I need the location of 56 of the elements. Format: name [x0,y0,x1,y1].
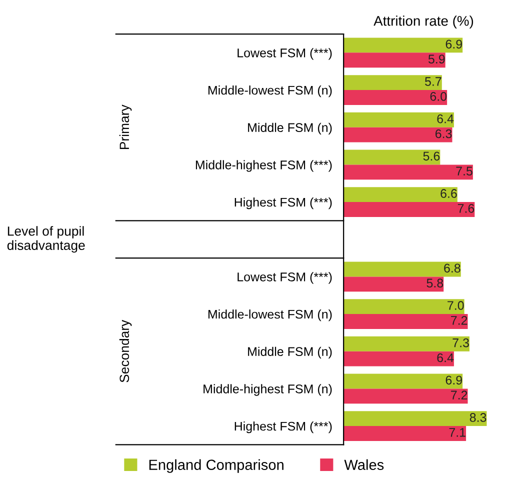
legend-label: Wales [344,459,384,470]
y-tick-label: Middle-lowest FSM (n) [208,85,332,98]
data-label: 6.0 [430,92,447,101]
data-label: 5.8 [426,278,444,288]
bar [344,262,461,277]
bar [344,388,468,404]
text: Secondary [119,320,132,382]
bar [344,336,470,352]
y-tick-label: Middle FSM (n) [248,346,332,358]
bar [344,90,448,105]
chart-title: Attrition rate (%) [374,16,474,29]
text: Level of pupil disadvantage [7,226,85,253]
data-label: 7.1 [449,428,466,437]
bar [344,299,464,314]
data-label: 7.2 [451,316,468,325]
y-tick-label: Middle-highest FSM (***) [196,160,332,172]
y-tick-label: Lowest FSM (***) [238,272,332,284]
data-label: 6.9 [446,40,462,49]
bar [344,411,487,426]
data-label: 6.3 [435,129,452,138]
bar [344,150,440,165]
data-label: 6.4 [437,114,454,124]
data-label: 7.3 [452,338,469,348]
bar [344,164,473,180]
y-tick-label: Middle FSM (n) [248,122,332,134]
bar [344,276,444,292]
data-label: 5.6 [423,152,440,161]
data-label: 7.0 [448,301,464,310]
bar [344,374,463,389]
bar [344,52,446,68]
data-label: 6.9 [446,376,462,385]
bar [344,127,452,142]
bar [344,75,442,90]
legend-label: England Comparison [149,459,284,473]
y-tick-label: Lowest FSM (***) [238,48,332,60]
data-label: 6.8 [444,264,460,273]
y-tick-label: Highest FSM (***) [234,197,332,210]
y-tick-label: Middle-lowest FSM (n) [208,309,332,322]
bar [344,202,475,217]
y-tick-label: Middle-highest FSM (n) [204,384,332,396]
y-tick-label: Highest FSM (***) [234,421,332,434]
bar [344,351,454,366]
data-label: 5.7 [425,77,442,86]
bar [344,112,454,128]
text: Primary [119,104,132,149]
data-label: 6.4 [437,353,454,362]
bar [344,187,458,202]
data-label: 7.5 [456,166,472,176]
data-label: 7.6 [458,204,474,213]
data-label: 6.6 [440,189,457,198]
data-label: 7.2 [451,390,468,400]
bar [344,38,463,53]
bar [344,314,468,329]
data-label: 8.3 [470,413,486,422]
data-label: 5.9 [428,54,445,64]
bar [344,426,466,441]
